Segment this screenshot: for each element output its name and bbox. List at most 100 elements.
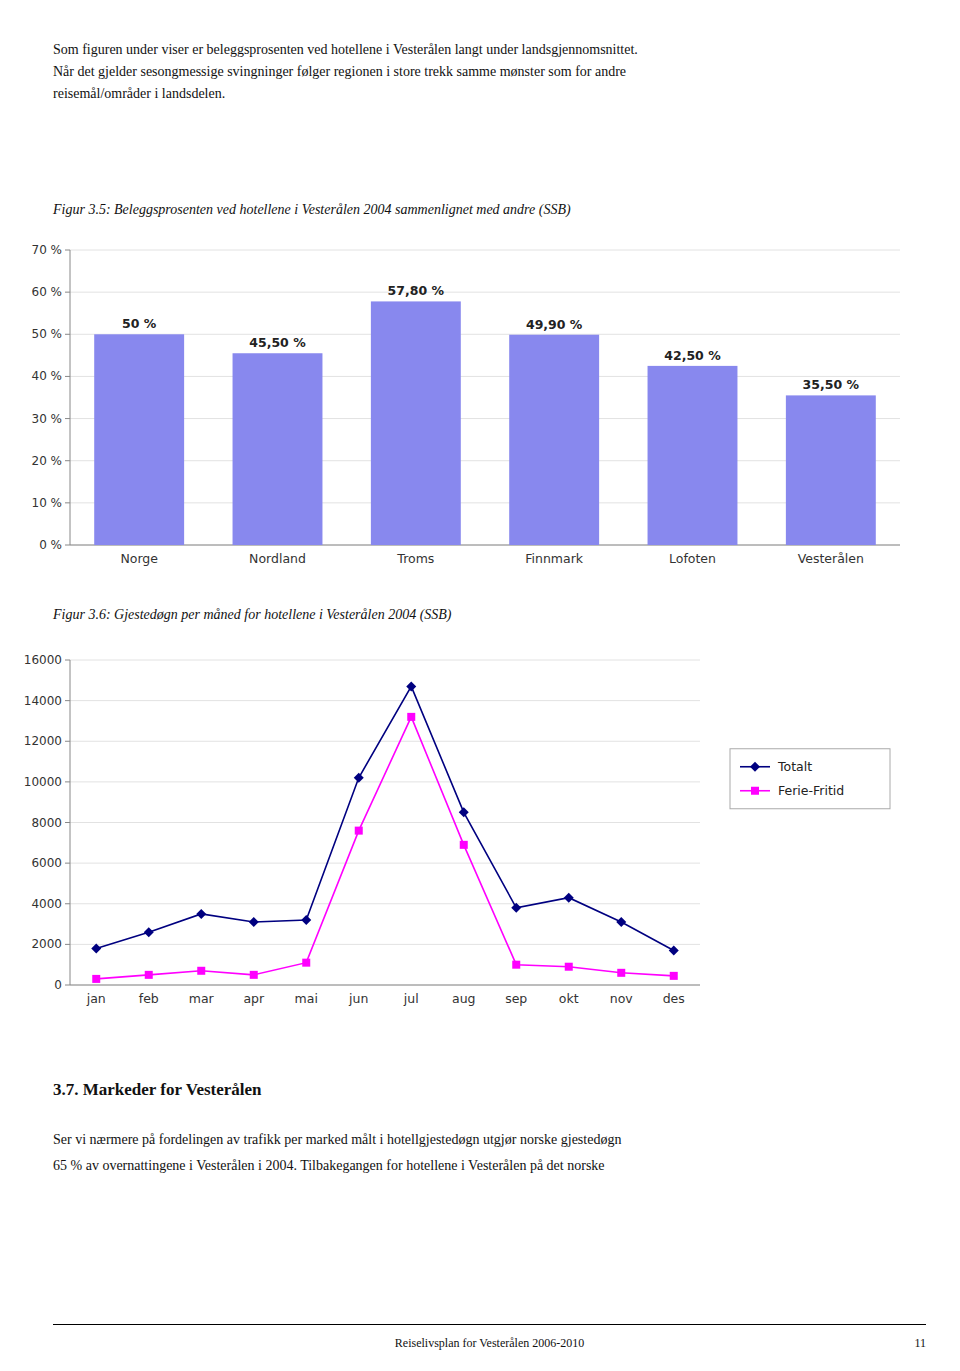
grid-line [70, 292, 900, 293]
tick-label: Vesterålen [798, 551, 864, 566]
legend-marker [751, 787, 759, 795]
tick-label: jul [403, 991, 419, 1006]
tick-label: mar [189, 991, 215, 1006]
data-label: 35,50 % [803, 377, 860, 392]
grid-line [70, 660, 700, 661]
chart: 0200040006000800010000120001400016000jan… [0, 645, 960, 1020]
plot-marks [94, 301, 876, 545]
bar [786, 395, 876, 545]
grid-line [70, 741, 700, 742]
footer: Reiselivsplan for Vesterålen 2006-2010 [53, 1336, 926, 1351]
tick-label: 30 % [32, 412, 63, 426]
page-number: 11 [914, 1336, 926, 1351]
marker [301, 915, 311, 925]
bar [648, 366, 738, 545]
footer-rule [53, 1324, 926, 1325]
marker [354, 773, 364, 783]
marker [92, 975, 100, 983]
line [96, 686, 674, 950]
marker [144, 927, 154, 937]
marker [302, 959, 310, 967]
tick-label: aug [452, 991, 476, 1006]
grid-line [70, 545, 900, 546]
section-title: 3.7. Markeder for Vesterålen [53, 1080, 926, 1100]
tick-mark [65, 822, 70, 823]
tick-label: 0 [54, 978, 62, 992]
tick-mark [65, 418, 70, 419]
grid-line [70, 418, 900, 419]
bar [94, 334, 184, 545]
tick-label: 8000 [31, 816, 62, 830]
data-label: 45,50 % [249, 335, 306, 350]
marker [616, 917, 626, 927]
body-text: Når det gjelder sesongmessige svingninge… [53, 62, 926, 82]
tick-label: nov [610, 991, 634, 1006]
axis-line [70, 545, 900, 546]
axis-line [70, 985, 700, 986]
tick-label: 20 % [32, 454, 63, 468]
tick-label: Norge [120, 551, 158, 566]
data-label: 50 % [122, 316, 157, 331]
marker [91, 943, 101, 953]
tick-label: des [663, 991, 685, 1006]
tick-label: 70 % [32, 243, 63, 257]
tick-label: Troms [396, 551, 434, 566]
marker [250, 971, 258, 979]
tick-label: feb [139, 991, 159, 1006]
tick-mark [65, 460, 70, 461]
plot-marks [91, 681, 679, 983]
line [96, 717, 674, 979]
tick-label: jun [348, 991, 368, 1006]
bar [233, 353, 323, 545]
marker [197, 967, 205, 975]
tick-label: Nordland [249, 551, 306, 566]
grid-line [70, 700, 700, 701]
body-text: reisemål/områder i landsdelen. [53, 84, 926, 104]
tick-mark [65, 903, 70, 904]
tick-mark [65, 700, 70, 701]
data-label: 49,90 % [526, 317, 583, 332]
bar [371, 301, 461, 545]
grid-line [70, 460, 900, 461]
legend: TotaltFerie-Fritid [730, 749, 890, 809]
legend-box [730, 749, 890, 809]
axis-line [70, 660, 71, 985]
tick-label: 40 % [32, 369, 63, 383]
marker [407, 713, 415, 721]
tick-label: 0 % [39, 538, 62, 552]
tick-mark [65, 741, 70, 742]
marker [355, 827, 363, 835]
tick-label: apr [243, 991, 265, 1006]
tick-label: jan [86, 991, 106, 1006]
grid-line [70, 781, 700, 782]
tick-label: Finnmark [525, 551, 584, 566]
tick-mark [65, 376, 70, 377]
tick-mark [65, 781, 70, 782]
tick-label: 4000 [31, 897, 62, 911]
marker [406, 681, 416, 691]
tick-mark [65, 334, 70, 335]
tick-mark [65, 660, 70, 661]
caption: Figur 3.5: Beleggsprosenten ved hotellen… [53, 200, 926, 220]
marker [196, 909, 206, 919]
body-text: 65 % av overnattingene i Vesterålen i 20… [53, 1156, 926, 1176]
chart: 0 %10 %20 %30 %40 %50 %60 %70 %NorgeNord… [0, 235, 960, 580]
grid-line [70, 863, 700, 864]
tick-mark [65, 502, 70, 503]
tick-label: mai [295, 991, 318, 1006]
caption: Figur 3.6: Gjestedøgn per måned for hote… [53, 605, 926, 625]
marker [565, 963, 573, 971]
grid-line [70, 822, 700, 823]
body-text: Ser vi nærmere på fordelingen av trafikk… [53, 1130, 926, 1150]
tick-label: 2000 [31, 937, 62, 951]
tick-label: 50 % [32, 327, 63, 341]
data-label: 57,80 % [388, 283, 445, 298]
tick-label: Lofoten [669, 551, 716, 566]
marker [459, 807, 469, 817]
tick-mark [65, 250, 70, 251]
tick-label: 12000 [24, 734, 62, 748]
grid-line [70, 903, 700, 904]
marker [669, 945, 679, 955]
marker [460, 841, 468, 849]
tick-label: 16000 [24, 653, 62, 667]
